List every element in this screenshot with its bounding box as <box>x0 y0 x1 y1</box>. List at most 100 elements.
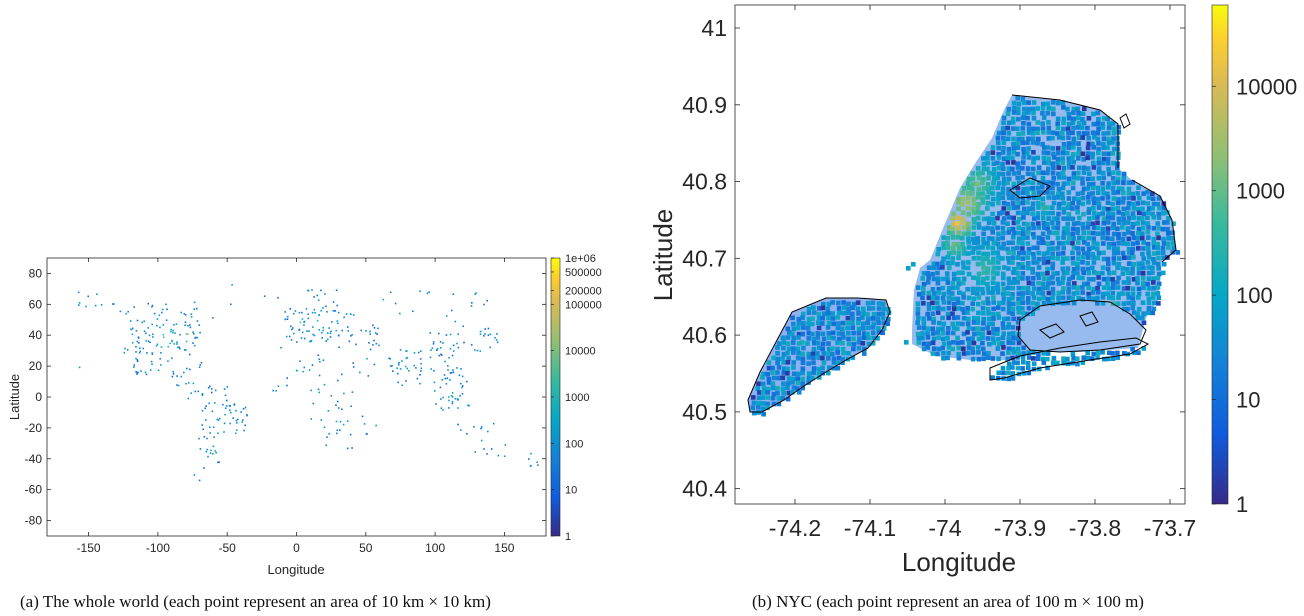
nyc-data-point <box>1005 111 1011 117</box>
nyc-data-point <box>1161 255 1166 261</box>
nyc-data-point <box>1036 366 1042 372</box>
nyc-data-point <box>1021 311 1026 316</box>
nyc-data-point <box>945 276 950 281</box>
nyc-data-point <box>1096 201 1102 207</box>
nyc-data-point <box>1120 266 1125 271</box>
nyc-data-point <box>1091 225 1097 230</box>
nyc-data-point <box>1005 211 1010 216</box>
nyc-data-point <box>1095 130 1100 136</box>
world-colorbar-tick-label: 1 <box>565 531 571 543</box>
world-data-point <box>292 327 294 329</box>
nyc-data-point <box>1121 171 1127 177</box>
nyc-data-point <box>1121 190 1126 196</box>
nyc-data-point <box>1011 266 1017 272</box>
nyc-data-point <box>1126 280 1131 285</box>
world-data-point <box>160 346 163 348</box>
nyc-data-point <box>1090 151 1095 157</box>
nyc-data-point <box>1085 266 1091 272</box>
nyc-data-point <box>981 166 987 172</box>
nyc-data-point <box>756 381 761 387</box>
nyc-data-point <box>991 275 996 280</box>
nyc-data-point <box>965 200 971 205</box>
world-data-point <box>233 404 236 406</box>
nyc-data-point <box>1111 270 1117 275</box>
nyc-data-point <box>1086 210 1091 215</box>
world-data-point <box>461 375 464 378</box>
nyc-data-point <box>1135 280 1140 286</box>
nyc-data-point <box>996 145 1001 151</box>
nyc-data-point <box>830 316 836 321</box>
nyc-data-point <box>1091 286 1096 292</box>
nyc-data-point <box>1006 365 1011 371</box>
nyc-data-point <box>1050 275 1055 280</box>
nyc-data-point <box>855 300 861 305</box>
nyc-data-point <box>1136 226 1142 232</box>
nyc-data-point <box>1156 250 1161 256</box>
nyc-data-point <box>1021 150 1027 155</box>
nyc-data-point <box>1101 256 1107 262</box>
nyc-data-point <box>945 255 951 260</box>
world-data-point <box>442 396 444 399</box>
nyc-data-point <box>1091 210 1097 216</box>
nyc-data-point <box>1086 270 1092 276</box>
world-data-point <box>145 332 147 335</box>
nyc-data-point <box>1001 200 1007 206</box>
nyc-data-point <box>756 401 762 406</box>
nyc-data-point <box>971 231 976 237</box>
nyc-data-point <box>1061 270 1067 276</box>
nyc-data-point <box>1081 211 1086 217</box>
world-data-point <box>203 467 205 469</box>
nyc-data-point <box>1000 235 1005 241</box>
nyc-data-point <box>1066 211 1072 217</box>
nyc-data-point <box>1145 230 1151 235</box>
world-data-point <box>440 398 442 400</box>
world-data-point <box>474 349 476 351</box>
nyc-data-point <box>1071 136 1077 142</box>
world-data-point <box>341 329 343 332</box>
nyc-data-point <box>991 256 996 262</box>
nyc-x-tick-label: -74.2 <box>769 515 821 541</box>
nyc-data-point <box>1096 156 1102 162</box>
nyc-data-point <box>1080 176 1085 181</box>
nyc-data-point <box>951 245 956 251</box>
nyc-data-point <box>1025 235 1030 240</box>
world-data-point <box>337 379 339 382</box>
world-data-point <box>187 397 190 400</box>
nyc-data-point <box>1001 345 1006 350</box>
world-data-point <box>133 366 135 368</box>
world-data-point <box>203 436 206 438</box>
world-data-point <box>470 305 473 307</box>
nyc-data-point <box>1121 280 1127 285</box>
nyc-data-point <box>1051 195 1057 200</box>
world-data-point <box>136 319 139 322</box>
nyc-data-point <box>985 306 991 312</box>
nyc-data-point <box>1036 225 1041 230</box>
world-data-point <box>277 296 279 299</box>
nyc-data-point <box>861 311 866 316</box>
nyc-data-point <box>1046 130 1052 135</box>
nyc-data-point <box>980 326 985 332</box>
world-data-point <box>337 311 340 314</box>
nyc-data-point <box>1006 176 1012 182</box>
nyc-data-point <box>1015 210 1021 216</box>
nyc-data-point <box>785 396 791 402</box>
nyc-data-point <box>1075 261 1080 267</box>
world-density-points <box>77 284 539 482</box>
world-data-point <box>322 307 324 309</box>
nyc-data-point <box>1020 175 1025 180</box>
world-data-point <box>474 293 476 296</box>
nyc-data-point <box>1135 235 1141 241</box>
nyc-data-point <box>1071 267 1077 272</box>
nyc-data-point <box>775 360 780 365</box>
nyc-data-point <box>1165 241 1171 246</box>
nyc-data-point <box>1055 216 1060 221</box>
nyc-data-point <box>1131 301 1136 306</box>
nyc-data-point <box>1106 125 1112 131</box>
nyc-data-point <box>811 360 816 365</box>
world-data-point <box>484 328 486 330</box>
nyc-data-point <box>1135 206 1141 212</box>
nyc-data-point <box>1111 170 1116 175</box>
nyc-data-point <box>990 236 995 241</box>
nyc-data-point <box>795 325 801 331</box>
nyc-data-point <box>991 316 996 321</box>
